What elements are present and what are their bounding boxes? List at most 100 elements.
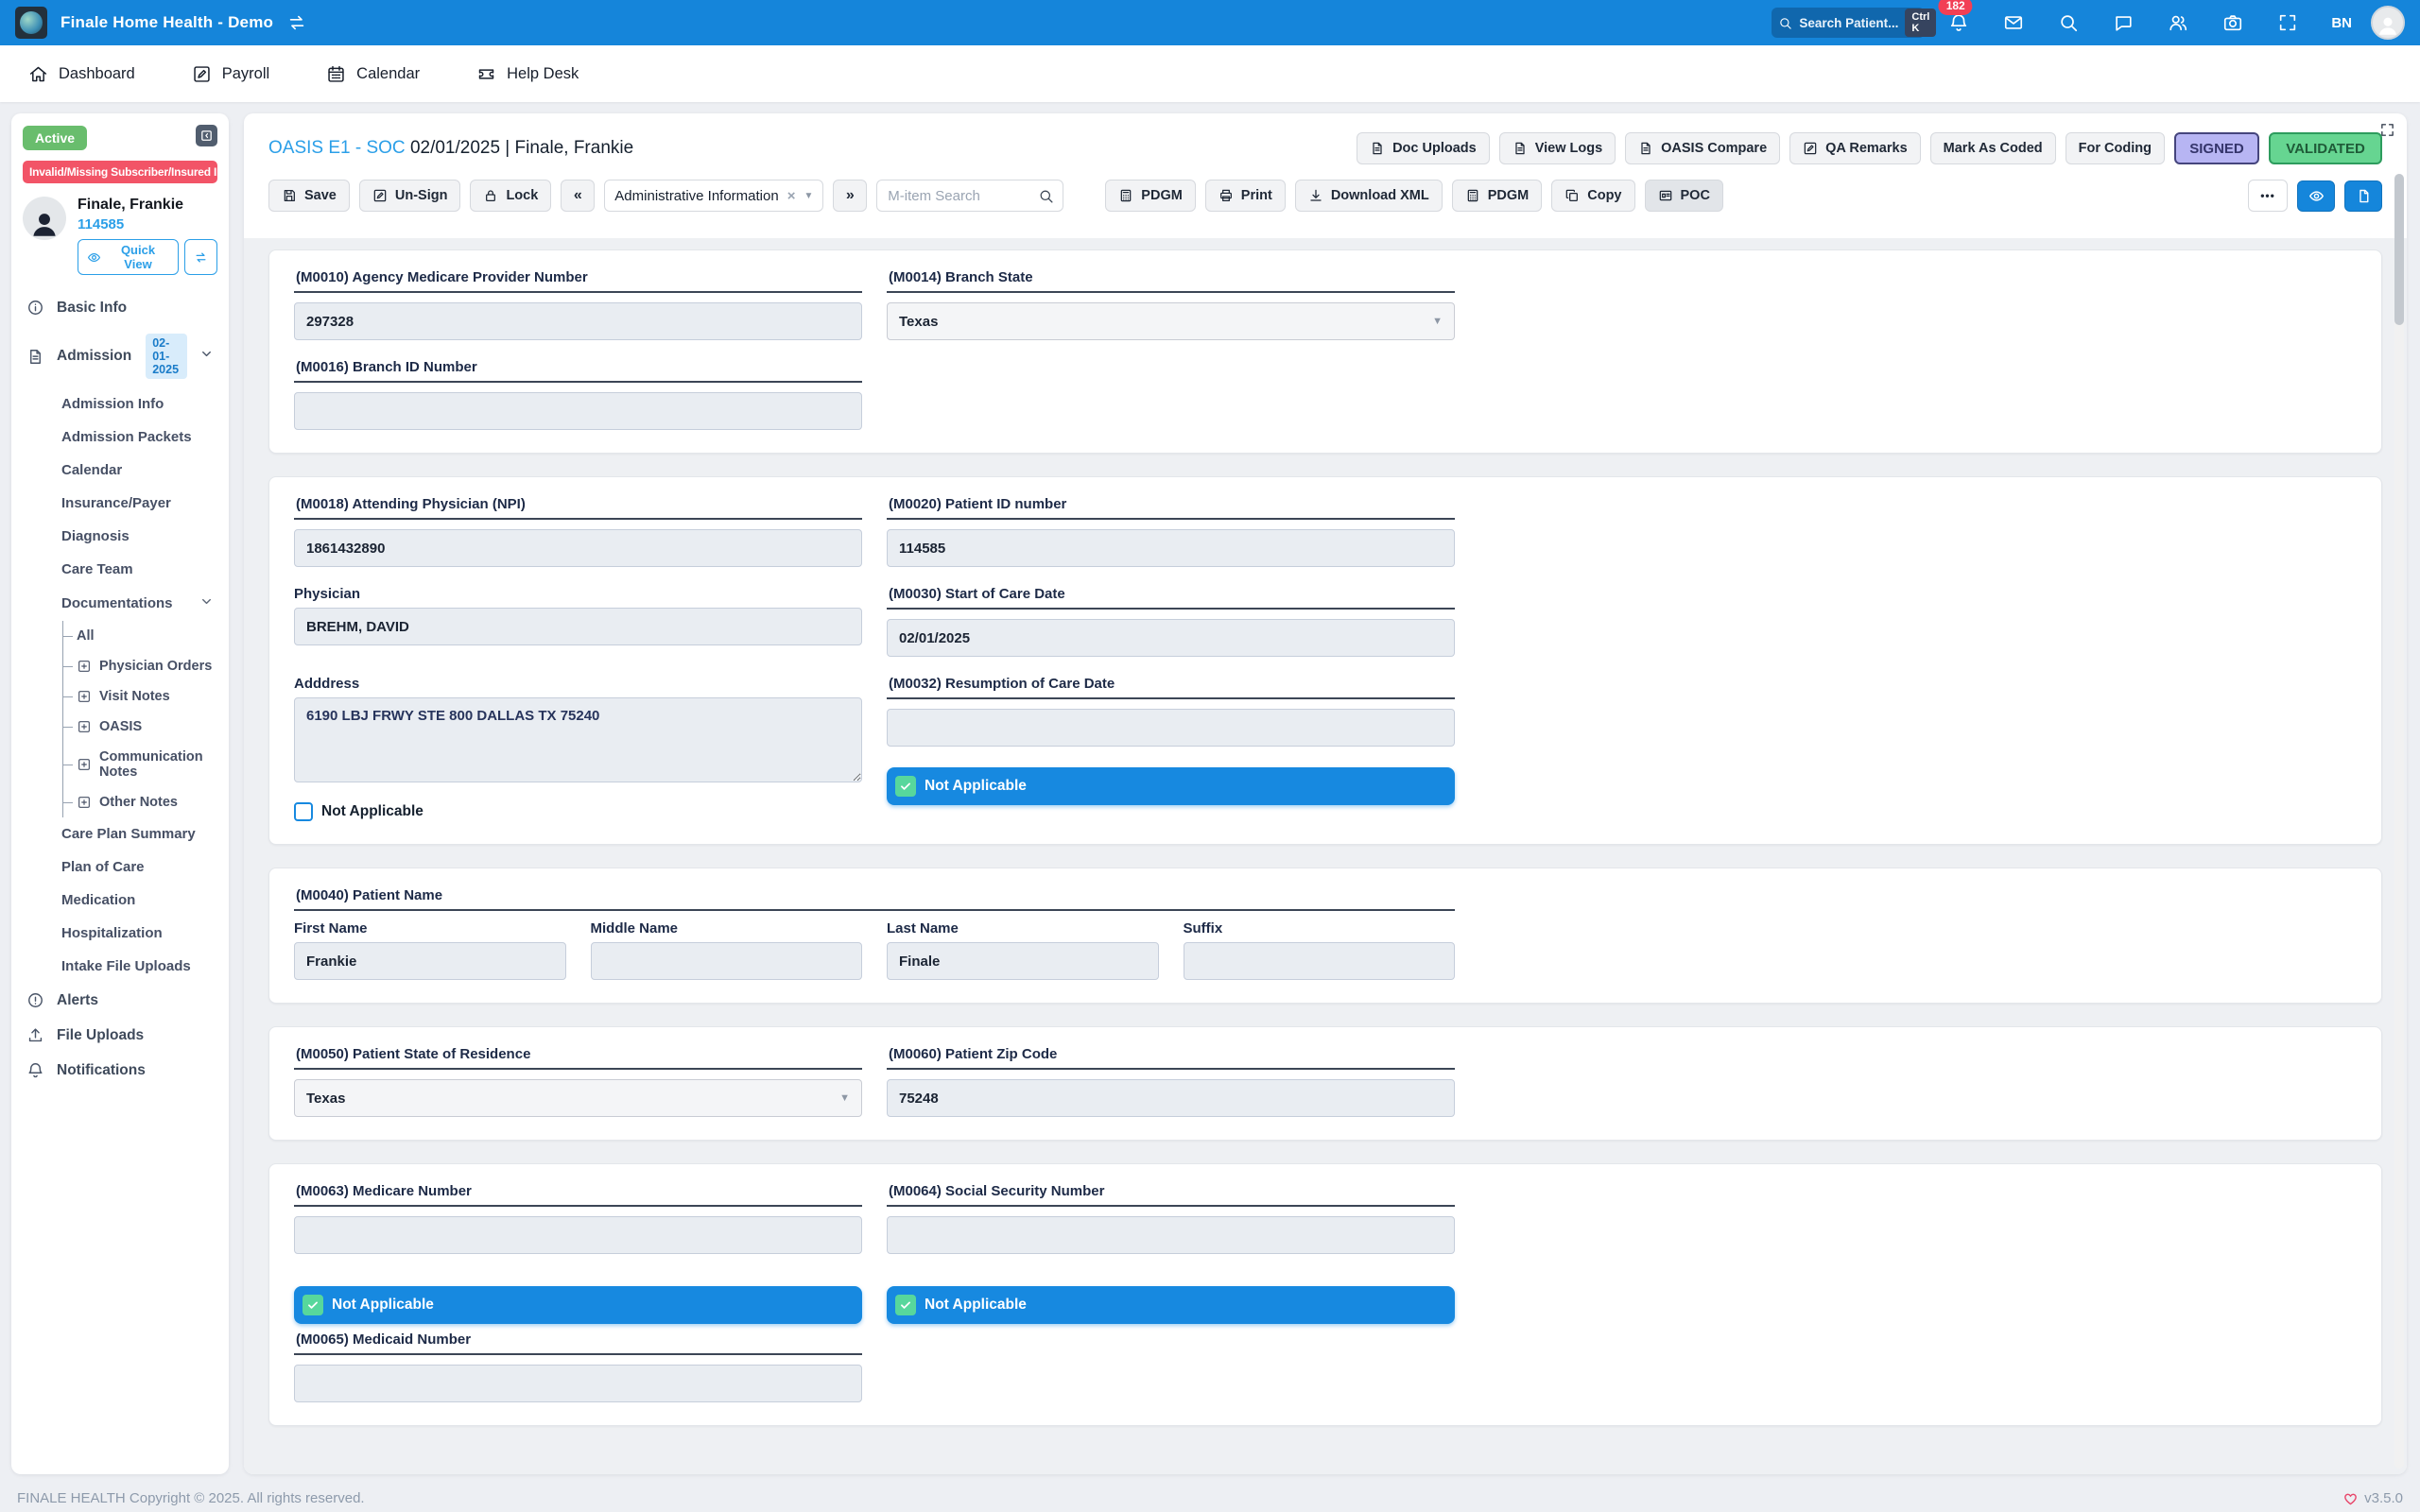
m0032-input[interactable]	[887, 709, 1455, 747]
oasis-compare-button[interactable]: OASIS Compare	[1625, 132, 1781, 164]
first-name-input[interactable]	[294, 942, 566, 980]
users-button[interactable]	[2168, 12, 2188, 33]
m0064-na-toggle[interactable]: Not Applicable	[887, 1286, 1455, 1324]
insurance-warning-badge: Invalid/Missing Subscriber/Insured ID	[23, 161, 225, 183]
suffix-input[interactable]	[1183, 942, 1455, 980]
unsign-button[interactable]: Un-Sign	[358, 180, 461, 212]
global-search-button[interactable]	[2058, 12, 2079, 33]
m0030-input[interactable]	[887, 619, 1455, 657]
nav-help-desk[interactable]: Help Desk	[476, 64, 579, 84]
m0014-select[interactable]: Texas ▼	[887, 302, 1455, 340]
switch-patient-button[interactable]	[184, 239, 217, 275]
tree-item-oasis[interactable]: OASIS	[63, 712, 217, 742]
sidebar-item-documentations[interactable]: Documentations	[23, 586, 217, 621]
heart-icon	[2342, 1490, 2359, 1506]
m0032-na-toggle[interactable]: Not Applicable	[887, 767, 1455, 805]
sidebar-item-care-team[interactable]: Care Team	[61, 561, 133, 577]
sidebar-item-insurance-payer[interactable]: Insurance/Payer	[61, 495, 171, 511]
physician-na-checkbox[interactable]: Not Applicable	[294, 802, 862, 821]
sidebar-item-admission[interactable]: Admission 02-01-2025	[23, 325, 217, 387]
app-logo[interactable]	[15, 7, 47, 39]
sidebar-item-calendar[interactable]: Calendar	[61, 462, 123, 478]
sidebar-item-medication[interactable]: Medication	[61, 892, 136, 908]
file-button[interactable]	[2344, 180, 2382, 212]
scrollbar-thumb[interactable]	[2394, 174, 2404, 325]
patient-search[interactable]: Search Patient... Ctrl K	[1772, 8, 1937, 38]
sidebar-collapse-button[interactable]	[196, 125, 217, 146]
qa-remarks-button[interactable]: QA Remarks	[1789, 132, 1921, 164]
oasis-panel: OASIS E1 - SOC 02/01/2025 | Finale, Fran…	[244, 113, 2407, 1474]
m0020-input[interactable]	[887, 529, 1455, 567]
m0064-input[interactable]	[887, 1216, 1455, 1254]
nav-calendar[interactable]: Calendar	[326, 64, 420, 84]
m0060-input[interactable]	[887, 1079, 1455, 1117]
notifications-bell-button[interactable]: 182	[1938, 0, 1973, 33]
field-suffix: Suffix	[1183, 920, 1455, 980]
download-xml-button[interactable]: Download XML	[1294, 180, 1443, 212]
pdgm-button[interactable]: PDGM	[1105, 180, 1196, 212]
more-options-button[interactable]: •••	[2248, 180, 2288, 212]
previous-section-button[interactable]: «	[561, 180, 596, 212]
m0010-input[interactable]	[294, 302, 862, 340]
copy-button[interactable]: Copy	[1551, 180, 1635, 212]
sidebar-item-notifications[interactable]: Notifications	[23, 1053, 217, 1088]
tree-item-other-notes[interactable]: Other Notes	[63, 787, 217, 817]
sidebar-item-admission-info[interactable]: Admission Info	[61, 396, 164, 412]
signed-status-button[interactable]: SIGNED	[2174, 132, 2259, 164]
m-item-search-input[interactable]	[877, 187, 1029, 204]
camera-button[interactable]	[2222, 12, 2243, 33]
section-select[interactable]: Administrative Information × ▼	[604, 180, 824, 212]
tree-item-all[interactable]: All	[63, 621, 217, 651]
expand-panel-icon[interactable]	[2379, 122, 2395, 143]
m0063-na-toggle[interactable]: Not Applicable	[294, 1286, 862, 1324]
tree-item-communication-notes[interactable]: Communication Notes	[63, 742, 217, 787]
m0016-input[interactable]	[294, 392, 862, 430]
mark-as-coded-button[interactable]: Mark As Coded	[1929, 132, 2056, 164]
middle-name-input[interactable]	[590, 942, 862, 980]
last-name-input[interactable]	[887, 942, 1159, 980]
sidebar-item-care-plan-summary[interactable]: Care Plan Summary	[61, 826, 196, 842]
sidebar-item-plan-of-care[interactable]: Plan of Care	[61, 859, 145, 875]
sidebar-item-alerts[interactable]: Alerts	[23, 983, 217, 1018]
switch-agency-icon[interactable]	[286, 12, 307, 33]
poc-button[interactable]: POC	[1644, 180, 1723, 212]
tree-item-visit-notes[interactable]: Visit Notes	[63, 681, 217, 712]
next-section-button[interactable]: »	[833, 180, 868, 212]
preview-button[interactable]	[2297, 180, 2335, 212]
sidebar-item-file-uploads[interactable]: File Uploads	[23, 1018, 217, 1053]
nav-payroll[interactable]: Payroll	[192, 64, 269, 84]
for-coding-button[interactable]: For Coding	[2065, 132, 2165, 164]
nav-dashboard[interactable]: Dashboard	[28, 64, 135, 84]
sidebar-item-basic-info[interactable]: Basic Info	[23, 290, 217, 325]
view-logs-button[interactable]: View Logs	[1498, 132, 1616, 164]
bell-icon	[1948, 12, 1969, 33]
fullscreen-button[interactable]	[2277, 12, 2298, 33]
patient-id-link[interactable]: 114585	[78, 216, 125, 232]
sidebar-item-hospitalization[interactable]: Hospitalization	[61, 925, 163, 941]
tree-item-physician-orders[interactable]: Physician Orders	[63, 651, 217, 681]
user-avatar[interactable]	[2371, 6, 2405, 40]
m0018-input[interactable]	[294, 529, 862, 567]
quick-view-button[interactable]: Quick View	[78, 239, 179, 275]
field-label: Last Name	[887, 920, 959, 936]
chat-button[interactable]	[2113, 12, 2134, 33]
pdgm-secondary-button[interactable]: PDGM	[1451, 180, 1543, 212]
print-button[interactable]: Print	[1204, 180, 1286, 212]
sidebar-item-admission-packets[interactable]: Admission Packets	[61, 429, 192, 445]
save-button[interactable]: Save	[268, 180, 350, 212]
physician-input[interactable]	[294, 608, 862, 645]
validated-status-button[interactable]: VALIDATED	[2269, 132, 2382, 164]
m0050-select[interactable]: Texas ▼	[294, 1079, 862, 1117]
oasis-title-link[interactable]: OASIS E1 - SOC	[268, 138, 406, 158]
doc-uploads-button[interactable]: Doc Uploads	[1357, 132, 1490, 164]
messages-button[interactable]	[2003, 12, 2024, 33]
m-item-search-button[interactable]	[1028, 180, 1063, 211]
scrollbar-track[interactable]	[2394, 174, 2404, 1469]
m0065-input[interactable]	[294, 1365, 862, 1402]
m0063-input[interactable]	[294, 1216, 862, 1254]
sidebar-item-diagnosis[interactable]: Diagnosis	[61, 528, 130, 544]
sidebar-item-intake-file-uploads[interactable]: Intake File Uploads	[61, 958, 191, 974]
lock-button[interactable]: Lock	[470, 180, 552, 212]
clear-icon[interactable]: ×	[786, 187, 796, 204]
address-textarea[interactable]: 6190 LBJ FRWY STE 800 DALLAS TX 75240	[294, 697, 862, 782]
